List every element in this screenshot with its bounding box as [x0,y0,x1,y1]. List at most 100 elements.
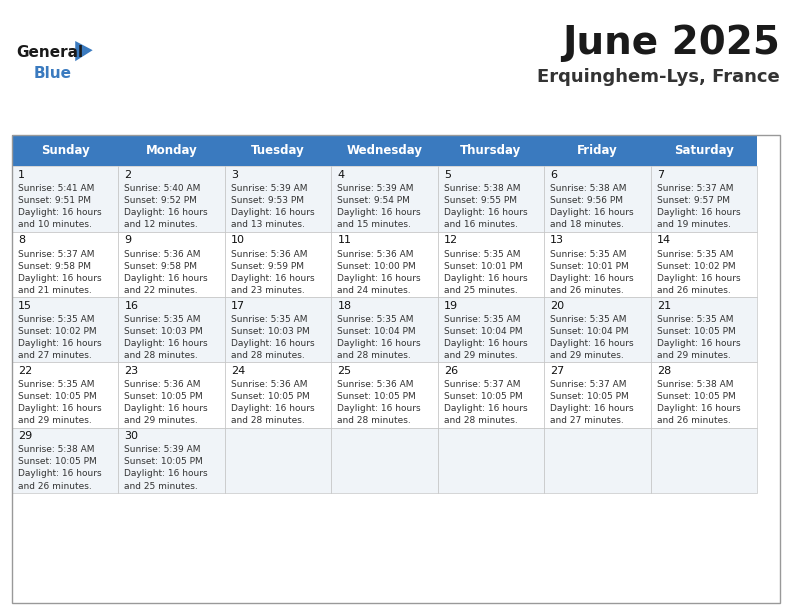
Text: Daylight: 16 hours: Daylight: 16 hours [18,339,101,348]
Text: Sunrise: 5:35 AM: Sunrise: 5:35 AM [18,315,94,324]
Text: Daylight: 16 hours: Daylight: 16 hours [231,209,314,217]
Bar [544,135,650,166]
Text: 27: 27 [550,366,565,376]
Text: Monday: Monday [146,144,197,157]
Text: Sunset: 10:01 PM: Sunset: 10:01 PM [444,261,523,271]
Text: 2: 2 [124,170,131,180]
Text: Daylight: 16 hours: Daylight: 16 hours [657,404,741,413]
Text: Daylight: 16 hours: Daylight: 16 hours [124,469,208,479]
Bar [331,135,438,166]
Bar [331,428,438,493]
Text: Sunrise: 5:35 AM: Sunrise: 5:35 AM [657,315,733,324]
Text: Sunrise: 5:37 AM: Sunrise: 5:37 AM [18,250,94,258]
Bar [544,166,650,232]
Text: Daylight: 16 hours: Daylight: 16 hours [18,469,101,479]
Text: Sunset: 10:05 PM: Sunset: 10:05 PM [337,392,416,401]
Text: Daylight: 16 hours: Daylight: 16 hours [337,209,421,217]
Text: 17: 17 [231,300,245,311]
Text: Sunrise: 5:36 AM: Sunrise: 5:36 AM [337,250,414,258]
Text: Sunset: 10:05 PM: Sunset: 10:05 PM [124,457,204,466]
Text: Daylight: 16 hours: Daylight: 16 hours [124,274,208,283]
Text: Blue: Blue [33,66,71,81]
Text: and 12 minutes.: and 12 minutes. [124,220,198,230]
Bar [544,232,650,297]
Text: and 25 minutes.: and 25 minutes. [124,482,198,491]
Bar [225,362,331,428]
Text: Daylight: 16 hours: Daylight: 16 hours [444,404,527,413]
Bar [438,362,544,428]
Text: 16: 16 [124,300,139,311]
Bar [12,362,118,428]
Text: Daylight: 16 hours: Daylight: 16 hours [18,209,101,217]
Text: and 28 minutes.: and 28 minutes. [444,416,518,425]
Text: Daylight: 16 hours: Daylight: 16 hours [550,339,634,348]
Text: Daylight: 16 hours: Daylight: 16 hours [444,274,527,283]
Text: Sunrise: 5:38 AM: Sunrise: 5:38 AM [18,446,94,454]
Text: Tuesday: Tuesday [251,144,305,157]
Bar [118,428,225,493]
Text: Daylight: 16 hours: Daylight: 16 hours [550,404,634,413]
Text: Sunrise: 5:39 AM: Sunrise: 5:39 AM [337,184,414,193]
Text: Sunrise: 5:36 AM: Sunrise: 5:36 AM [124,250,201,258]
Bar [12,166,118,232]
Text: 23: 23 [124,366,139,376]
Text: Sunset: 10:02 PM: Sunset: 10:02 PM [18,327,97,336]
Text: Sunrise: 5:35 AM: Sunrise: 5:35 AM [444,315,520,324]
Text: Sunrise: 5:36 AM: Sunrise: 5:36 AM [231,380,307,389]
Text: and 29 minutes.: and 29 minutes. [124,416,198,425]
Text: Sunrise: 5:39 AM: Sunrise: 5:39 AM [124,446,201,454]
Bar [544,297,650,362]
Text: Thursday: Thursday [460,144,522,157]
Text: Saturday: Saturday [674,144,733,157]
Bar [118,135,225,166]
Text: and 28 minutes.: and 28 minutes. [337,351,411,360]
Text: and 28 minutes.: and 28 minutes. [231,351,305,360]
Text: Sunrise: 5:38 AM: Sunrise: 5:38 AM [657,380,733,389]
Text: 25: 25 [337,366,352,376]
Text: Sunrise: 5:36 AM: Sunrise: 5:36 AM [231,250,307,258]
Text: Sunrise: 5:37 AM: Sunrise: 5:37 AM [550,380,626,389]
Text: 10: 10 [231,236,245,245]
Text: and 28 minutes.: and 28 minutes. [124,351,198,360]
Text: 21: 21 [657,300,671,311]
Bar [118,166,225,232]
Text: 30: 30 [124,431,139,441]
Text: Daylight: 16 hours: Daylight: 16 hours [657,274,741,283]
Bar [650,135,757,166]
Text: and 28 minutes.: and 28 minutes. [231,416,305,425]
Bar [118,362,225,428]
Text: Sunset: 10:05 PM: Sunset: 10:05 PM [657,392,736,401]
Text: Sunrise: 5:38 AM: Sunrise: 5:38 AM [550,184,626,193]
Text: and 19 minutes.: and 19 minutes. [657,220,731,230]
Text: Daylight: 16 hours: Daylight: 16 hours [124,339,208,348]
Text: 19: 19 [444,300,458,311]
Bar [544,428,650,493]
Text: Daylight: 16 hours: Daylight: 16 hours [124,404,208,413]
Bar [12,232,118,297]
Text: 7: 7 [657,170,664,180]
Bar [331,166,438,232]
Text: 28: 28 [657,366,671,376]
Text: Sunset: 9:57 PM: Sunset: 9:57 PM [657,196,729,206]
Text: Daylight: 16 hours: Daylight: 16 hours [231,339,314,348]
Text: 29: 29 [18,431,32,441]
Text: 13: 13 [550,236,565,245]
Text: Sunset: 10:05 PM: Sunset: 10:05 PM [124,392,204,401]
Text: Sunset: 10:05 PM: Sunset: 10:05 PM [550,392,629,401]
Text: and 26 minutes.: and 26 minutes. [18,482,92,491]
Text: Sunrise: 5:36 AM: Sunrise: 5:36 AM [337,380,414,389]
Text: Sunset: 9:52 PM: Sunset: 9:52 PM [124,196,197,206]
Text: 15: 15 [18,300,32,311]
Text: and 21 minutes.: and 21 minutes. [18,286,92,295]
Text: Sunset: 10:00 PM: Sunset: 10:00 PM [337,261,416,271]
Text: and 22 minutes.: and 22 minutes. [124,286,198,295]
Text: 1: 1 [18,170,25,180]
Text: Sunset: 10:04 PM: Sunset: 10:04 PM [337,327,416,336]
Text: Sunset: 10:05 PM: Sunset: 10:05 PM [231,392,310,401]
Text: 3: 3 [231,170,238,180]
Text: and 24 minutes.: and 24 minutes. [337,286,411,295]
Text: Sunset: 10:04 PM: Sunset: 10:04 PM [550,327,629,336]
Text: 20: 20 [550,300,565,311]
Text: Sunset: 9:58 PM: Sunset: 9:58 PM [18,261,91,271]
Text: and 25 minutes.: and 25 minutes. [444,286,518,295]
